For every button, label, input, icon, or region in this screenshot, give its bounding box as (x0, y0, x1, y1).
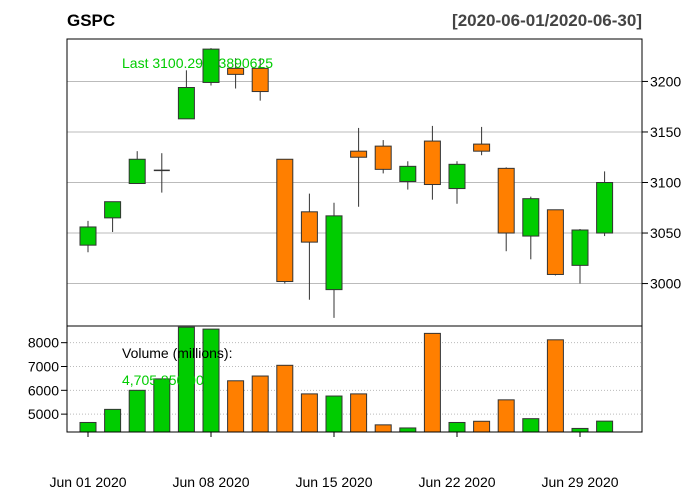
price-tick-label: 3050 (650, 225, 681, 241)
candle-body (276, 158, 294, 283)
candle-body (596, 182, 614, 234)
candle-body (177, 87, 195, 120)
candle-body (350, 150, 368, 158)
candle-body (325, 215, 343, 291)
candle-body (202, 48, 220, 83)
volume-bar (350, 393, 368, 433)
volume-tick-label: 5000 (28, 406, 59, 422)
candle-body (399, 165, 417, 182)
candle-body (497, 167, 515, 234)
candle-body (522, 198, 540, 237)
volume-bar (128, 389, 146, 433)
volume-bar (251, 375, 269, 433)
volume-bar (374, 424, 392, 433)
volume-tick-label: 7000 (28, 358, 59, 374)
price-tick-label: 3100 (650, 175, 681, 191)
volume-bar (227, 380, 245, 433)
price-gridlines (67, 80, 642, 285)
candle-body (546, 209, 564, 275)
volume-bar (300, 393, 318, 433)
volume-bar (423, 332, 441, 433)
x-tick-label: Jun 29 2020 (541, 474, 618, 490)
x-tick-label: Jun 22 2020 (418, 474, 495, 490)
volume-bar (473, 420, 491, 433)
volume-bar (325, 395, 343, 433)
volume-bar (448, 421, 466, 433)
volume-bar (546, 339, 564, 433)
price-axis: 3000 3050 3100 3150 3200 (642, 73, 681, 292)
price-tick-label: 3000 (650, 276, 681, 292)
candle-body (79, 226, 97, 246)
volume-axis: 5000 6000 7000 8000 (28, 335, 67, 422)
x-tick-label: Jun 01 2020 (49, 474, 126, 490)
date-range-label: [2020-06-01/2020-06-30] (452, 11, 642, 30)
candle-body (128, 158, 146, 185)
volume-bar (497, 399, 515, 433)
candles-layer (79, 48, 614, 318)
volume-panel-frame (66, 325, 643, 433)
volume-bar (79, 421, 97, 433)
price-tick-label: 3150 (650, 124, 681, 140)
candle-body (300, 211, 318, 243)
candle-body (473, 143, 491, 152)
candle-body (571, 229, 589, 266)
candle-body (251, 67, 269, 93)
x-axis: Jun 01 2020 Jun 08 2020 Jun 15 2020 Jun 22 … (49, 432, 619, 490)
candle-body (374, 145, 392, 170)
candle-body (423, 140, 441, 186)
x-tick-label: Jun 15 2020 (295, 474, 372, 490)
volume-bar (276, 364, 294, 433)
volume-label: Volume (millions): (122, 345, 232, 361)
volume-bar (399, 427, 417, 433)
volume-bar (522, 418, 540, 433)
volume-bar (596, 420, 614, 433)
last-price-label: Last 3100.29003890625 (122, 55, 273, 71)
volume-bars-layer (79, 326, 614, 433)
price-tick-label: 3200 (650, 73, 681, 89)
candle-body (448, 163, 466, 190)
volume-value: 4,705,850,000 (122, 372, 212, 388)
candle-body (104, 201, 122, 219)
volume-tick-label: 8000 (28, 335, 59, 351)
volume-bar (104, 408, 122, 433)
candle-body (227, 67, 245, 75)
volume-bar (571, 427, 589, 433)
x-tick-label: Jun 08 2020 (172, 474, 249, 490)
chart-title: GSPC (67, 11, 115, 30)
volume-tick-label: 6000 (28, 382, 59, 398)
